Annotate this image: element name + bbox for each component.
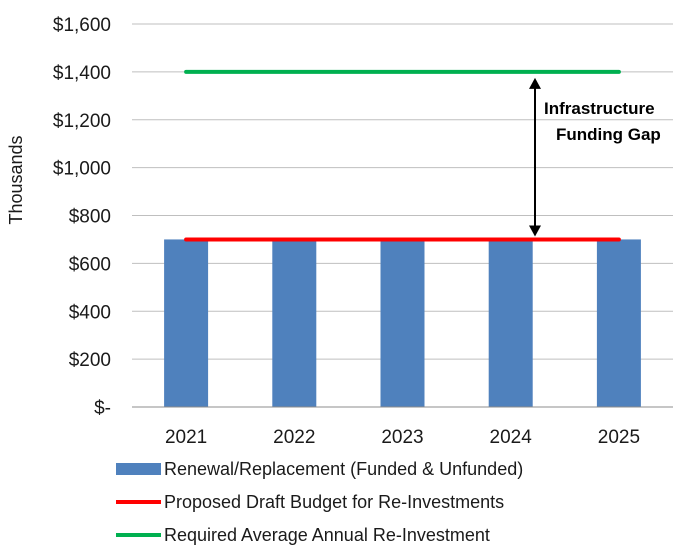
- bar: [272, 239, 317, 407]
- funding-gap-annotation: Infrastructure Funding Gap: [529, 77, 661, 237]
- x-tick-label: 2021: [165, 427, 207, 448]
- gap-arrow-head-up: [529, 77, 541, 89]
- y-axis-label: Thousands: [6, 135, 26, 224]
- y-tick-label: $200: [69, 350, 111, 371]
- y-tick-label: $1,000: [53, 159, 111, 180]
- x-tick-labels: 2021 2022 2023 2024 2025: [165, 427, 640, 448]
- legend: Renewal/Replacement (Funded & Unfunded) P…: [116, 459, 523, 545]
- bar: [380, 239, 425, 407]
- y-tick-label: $600: [69, 254, 111, 275]
- y-tick-labels: $- $200 $400 $600 $800 $1,000 $1,200 $1,400 $1,6…: [53, 15, 111, 419]
- bar: [596, 239, 641, 407]
- y-tick-label: $1,600: [53, 15, 111, 36]
- legend-label: Required Average Annual Re-Investment: [164, 525, 490, 545]
- bars: [164, 239, 641, 407]
- legend-label: Proposed Draft Budget for Re-Investments: [164, 492, 504, 512]
- series-lines: [184, 69, 621, 242]
- legend-label: Renewal/Replacement (Funded & Unfunded): [164, 459, 523, 479]
- y-tick-label: $400: [69, 302, 111, 323]
- y-tick-label: $800: [69, 207, 111, 228]
- x-tick-label: 2022: [273, 427, 315, 448]
- bar: [488, 239, 533, 407]
- x-tick-label: 2023: [381, 427, 423, 448]
- gap-annotation-text: Infrastructure: [544, 99, 655, 118]
- y-tick-label: $-: [94, 398, 111, 419]
- legend-swatch: [116, 463, 161, 475]
- y-tick-label: $1,400: [53, 63, 111, 84]
- gap-arrow-head-down: [529, 225, 541, 237]
- y-tick-label: $1,200: [53, 111, 111, 132]
- x-tick-label: 2025: [598, 427, 640, 448]
- gap-annotation-text: Funding Gap: [556, 125, 661, 144]
- x-tick-label: 2024: [490, 427, 533, 448]
- bar: [164, 239, 209, 407]
